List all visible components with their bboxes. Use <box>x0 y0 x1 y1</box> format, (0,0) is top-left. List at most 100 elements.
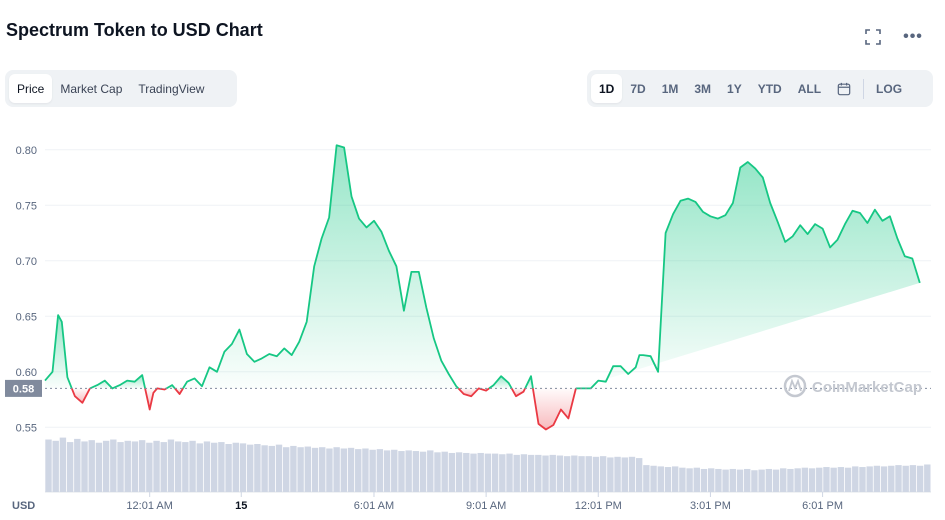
price-line-up <box>575 161 921 390</box>
volume-bar <box>369 449 376 492</box>
volume-bar <box>513 454 520 492</box>
x-tick-label: 12:01 AM <box>126 500 172 512</box>
volume-bar <box>715 468 722 492</box>
volume-bar <box>599 456 607 492</box>
currency-label: USD <box>12 500 35 512</box>
volume-bar <box>355 449 362 492</box>
volume-bar <box>844 467 852 492</box>
volume-bar <box>434 452 441 492</box>
volume-bar <box>535 454 542 492</box>
volume-bar <box>650 465 657 492</box>
volume-bar <box>671 466 679 492</box>
price-chart[interactable]: 0.55 0.60 0.65 0.70 0.75 0.80 12:01 AM 15 6:01 … <box>0 110 945 520</box>
range-ytd[interactable]: YTD <box>757 81 782 96</box>
x-tick-label: 12:01 PM <box>575 500 622 512</box>
expand-icon[interactable] <box>862 26 884 48</box>
page-title: Spectrum Token to USD Chart <box>6 20 263 40</box>
volume-bar <box>340 448 348 492</box>
volume-bar <box>196 443 203 492</box>
y-tick-label: 0.55 <box>16 422 37 434</box>
volume-bar <box>491 453 499 492</box>
volume-bar <box>88 440 95 492</box>
calendar-icon <box>837 82 851 95</box>
volume-bar <box>643 465 650 492</box>
price-area-up <box>489 376 512 389</box>
price-line-up <box>524 375 534 389</box>
tab-tradingview[interactable]: TradingView <box>138 81 205 96</box>
volume-bar <box>722 469 729 492</box>
volume-bars <box>45 437 931 492</box>
tab-price[interactable]: Price <box>9 74 53 103</box>
volume-bar <box>506 453 513 492</box>
watermark: CoinMarketCap <box>783 374 922 398</box>
range-1m[interactable]: 1M <box>661 81 679 96</box>
volume-bar <box>549 454 556 492</box>
volume-bar <box>326 448 333 492</box>
range-7d[interactable]: 7D <box>630 81 646 96</box>
price-line-down <box>532 388 577 431</box>
volume-bar <box>455 452 463 492</box>
volume-bar <box>210 442 218 492</box>
volume-bar <box>801 467 809 492</box>
tab-market-cap[interactable]: Market Cap <box>60 81 123 96</box>
volume-bar <box>679 467 686 492</box>
volume-bar <box>405 450 412 492</box>
volume-bar <box>448 452 456 492</box>
grid <box>45 149 931 493</box>
volume-bar <box>787 468 794 492</box>
x-tick-label: 15 <box>235 500 247 512</box>
volume-bar <box>246 444 254 492</box>
calendar-button[interactable] <box>829 74 859 103</box>
price-line-up <box>89 374 146 390</box>
more-icon[interactable]: ••• <box>903 28 923 45</box>
volume-bar <box>376 449 384 492</box>
volume-bar <box>707 468 715 492</box>
x-tick-label: 6:01 AM <box>354 500 394 512</box>
volume-bar <box>880 466 888 492</box>
volume-bar <box>239 443 247 492</box>
y-tick-label: 0.70 <box>16 256 37 268</box>
chart-type-tabs: Price Market Cap TradingView <box>5 70 237 107</box>
y-tick-label: 0.60 <box>16 367 37 379</box>
range-1d[interactable]: 1D <box>591 74 623 103</box>
volume-bar <box>45 439 52 492</box>
volume-bar <box>383 450 391 492</box>
price-line-down <box>70 387 91 404</box>
coinmarketcap-logo-mark <box>788 378 802 392</box>
volume-bar <box>59 437 67 492</box>
price-line-up <box>44 314 73 389</box>
range-3m[interactable]: 3M <box>694 81 712 96</box>
volume-bar <box>924 464 931 492</box>
volume-bar <box>297 447 304 492</box>
volume-bar <box>635 458 643 492</box>
log-toggle[interactable]: LOG <box>876 81 903 96</box>
volume-bar <box>772 469 780 492</box>
watermark-text: CoinMarketCap <box>812 379 922 396</box>
volume-bar <box>283 447 290 492</box>
volume-bar <box>232 442 239 492</box>
volume-bar <box>484 453 492 492</box>
y-tick-label: 0.80 <box>16 145 37 157</box>
volume-bar <box>52 440 59 492</box>
price-line-down <box>457 387 490 398</box>
y-tick-label: 0.65 <box>16 311 37 323</box>
current-price-label: 0.58 <box>13 383 34 395</box>
volume-bar <box>628 456 636 492</box>
volume-bar <box>499 454 506 492</box>
price-area-up <box>575 162 920 389</box>
volume-bar <box>657 466 664 492</box>
range-all[interactable]: ALL <box>797 81 822 96</box>
volume-bar <box>304 446 312 492</box>
x-axis: 12:01 AM 15 6:01 AM 9:01 AM 12:01 PM 3:01 PM 6… <box>126 492 843 512</box>
volume-bar <box>268 445 276 492</box>
price-area-up <box>45 315 72 389</box>
volume-bar <box>167 439 175 492</box>
y-tick-label: 0.75 <box>16 200 37 212</box>
volume-bar <box>470 453 477 492</box>
volume-bar <box>174 441 182 492</box>
volume-bar <box>758 469 765 492</box>
volume-bar <box>830 467 837 492</box>
volume-bar <box>131 441 139 492</box>
y-axis: 0.55 0.60 0.65 0.70 0.75 0.80 <box>16 145 37 435</box>
range-1y[interactable]: 1Y <box>727 81 742 96</box>
